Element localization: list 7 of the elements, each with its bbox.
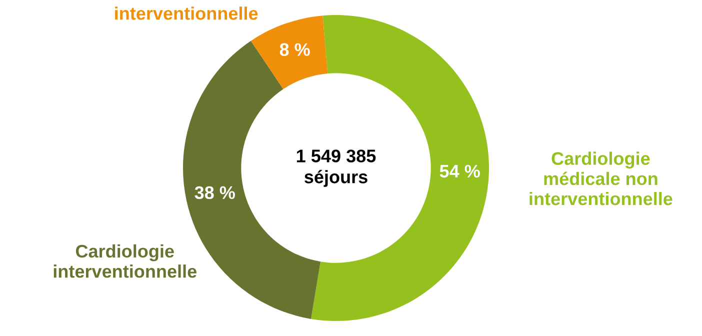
text: 1 549 385 séjours	[296, 150, 376, 187]
data-label: 54 %	[440, 164, 480, 178]
data-label: 38 %	[194, 186, 235, 200]
slice-label: Cardiologie interventionnelle	[54, 244, 196, 278]
slice-label: Cardiologie médicale non interventionnelle	[530, 152, 672, 206]
data-label: 8 %	[280, 43, 310, 56]
slice-label: interventionnelle	[115, 6, 258, 20]
